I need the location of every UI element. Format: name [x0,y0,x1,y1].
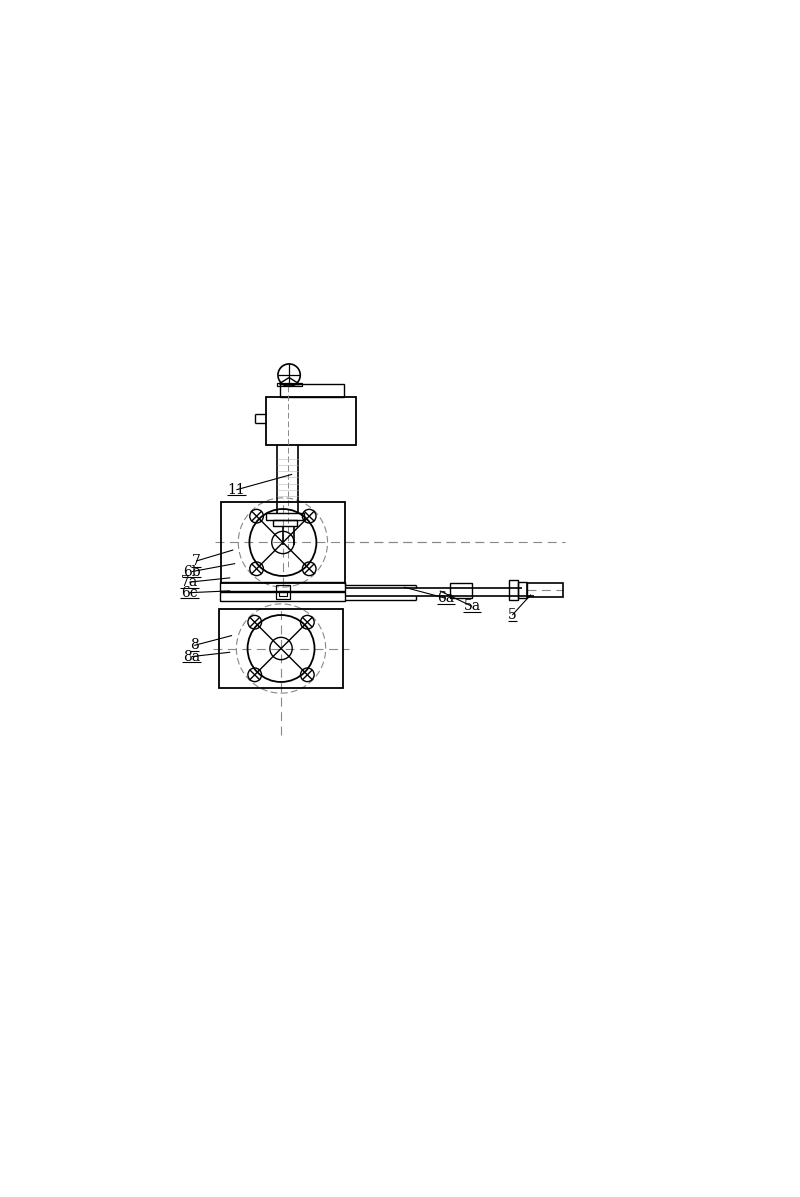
Text: 6c: 6c [181,585,198,600]
Bar [219,609,343,688]
Text: 11: 11 [227,482,246,497]
Text: 5: 5 [508,608,517,622]
Bar [273,519,297,525]
Bar [266,514,304,519]
Bar [277,383,302,387]
Bar [280,384,344,396]
Bar [279,591,286,596]
Bar [221,503,345,583]
Bar [276,585,290,598]
Text: 7a: 7a [181,576,198,589]
Text: 8a: 8a [183,650,200,663]
Text: 7: 7 [192,554,201,569]
Text: 6b: 6b [183,565,201,578]
Bar [266,396,356,445]
Bar [510,581,518,600]
Bar [220,582,345,591]
Bar [220,593,345,601]
Text: 6a: 6a [438,591,454,606]
Text: 5a: 5a [463,600,481,613]
Bar [526,583,562,597]
Text: 8: 8 [190,638,198,652]
Bar [518,582,526,598]
Bar [450,583,472,598]
